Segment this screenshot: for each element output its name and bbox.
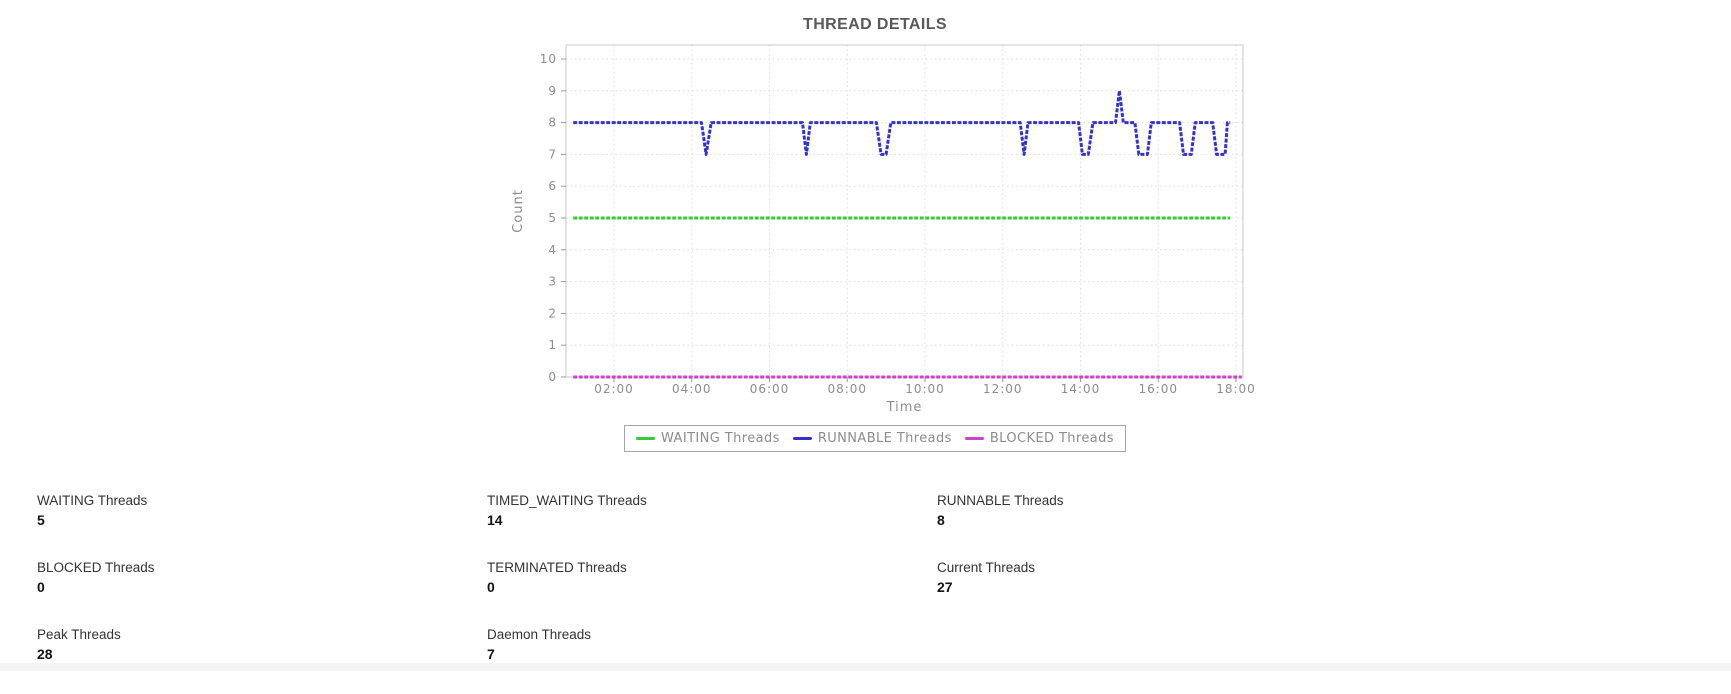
stat-label: TIMED_WAITING Threads [487, 493, 647, 508]
svg-text:14:00: 14:00 [1061, 382, 1101, 396]
stat-label: RUNNABLE Threads [937, 493, 1064, 508]
stat-value: 28 [37, 646, 53, 662]
svg-text:08:00: 08:00 [827, 382, 867, 396]
svg-text:3: 3 [548, 275, 557, 289]
legend-label: RUNNABLE Threads [817, 431, 952, 446]
stat-daemon-threads: Daemon Threads 7 [487, 627, 937, 694]
legend-label: BLOCKED Threads [989, 431, 1114, 446]
blocked-series-swatch-icon [964, 437, 984, 440]
stat-label: TERMINATED Threads [487, 560, 627, 575]
stat-waiting-threads: WAITING Threads 5 [37, 493, 487, 560]
svg-text:6: 6 [548, 179, 557, 193]
thread-details-chart: 0 1 2 3 4 5 6 7 8 9 10 02:00 04:00 06:00 08:00 10:00 12:… [511, 44, 1256, 415]
svg-text:8: 8 [548, 116, 557, 130]
chart-legend: WAITING Threads RUNNABLE Threads BLOCKED… [480, 425, 1270, 452]
thread-stats-grid: WAITING Threads 5 TIMED_WAITING Threads … [37, 493, 1387, 694]
stat-value: 0 [37, 579, 45, 595]
stat-value: 7 [487, 646, 495, 662]
svg-text:Count: Count [511, 189, 526, 233]
stat-value: 8 [937, 512, 945, 528]
svg-text:Time: Time [886, 400, 923, 415]
chart-title: THREAD DETAILS [803, 16, 947, 33]
stat-terminated-threads: TERMINATED Threads 0 [487, 560, 937, 627]
stat-label: Daemon Threads [487, 627, 592, 642]
svg-text:2: 2 [548, 306, 557, 320]
stat-label: WAITING Threads [37, 493, 148, 508]
stat-current-threads: Current Threads 27 [937, 560, 1387, 627]
svg-text:9: 9 [548, 84, 557, 98]
svg-text:12:00: 12:00 [983, 382, 1023, 396]
stat-timed-waiting-threads: TIMED_WAITING Threads 14 [487, 493, 937, 560]
svg-text:0: 0 [548, 370, 557, 384]
stat-value: 5 [37, 512, 45, 528]
legend-item-runnable: RUNNABLE Threads [792, 431, 952, 446]
stat-peak-threads: Peak Threads 28 [37, 627, 487, 694]
legend-box: WAITING Threads RUNNABLE Threads BLOCKED… [624, 425, 1126, 452]
svg-text:7: 7 [548, 147, 557, 161]
stat-value: 14 [487, 512, 503, 528]
svg-text:18:00: 18:00 [1216, 382, 1256, 396]
legend-label: WAITING Threads [661, 431, 780, 446]
stat-label: Current Threads [937, 560, 1036, 575]
svg-text:4: 4 [548, 243, 557, 257]
stat-value: 27 [937, 579, 953, 595]
svg-text:10: 10 [540, 52, 557, 66]
waiting-series-swatch-icon [636, 437, 656, 440]
svg-text:04:00: 04:00 [672, 382, 712, 396]
legend-item-waiting: WAITING Threads [636, 431, 780, 446]
bottom-divider [0, 663, 1731, 671]
runnable-series-swatch-icon [792, 437, 812, 440]
stat-label: BLOCKED Threads [37, 560, 155, 575]
stat-label: Peak Threads [37, 627, 121, 642]
stat-runnable-threads: RUNNABLE Threads 8 [937, 493, 1387, 560]
stat-value: 0 [487, 579, 495, 595]
svg-text:02:00: 02:00 [594, 382, 634, 396]
stat-blocked-threads: BLOCKED Threads 0 [37, 560, 487, 627]
svg-text:06:00: 06:00 [750, 382, 790, 396]
svg-text:16:00: 16:00 [1138, 382, 1178, 396]
legend-item-blocked: BLOCKED Threads [964, 431, 1114, 446]
svg-text:10:00: 10:00 [905, 382, 945, 396]
svg-text:5: 5 [548, 211, 557, 225]
svg-text:1: 1 [548, 338, 557, 352]
